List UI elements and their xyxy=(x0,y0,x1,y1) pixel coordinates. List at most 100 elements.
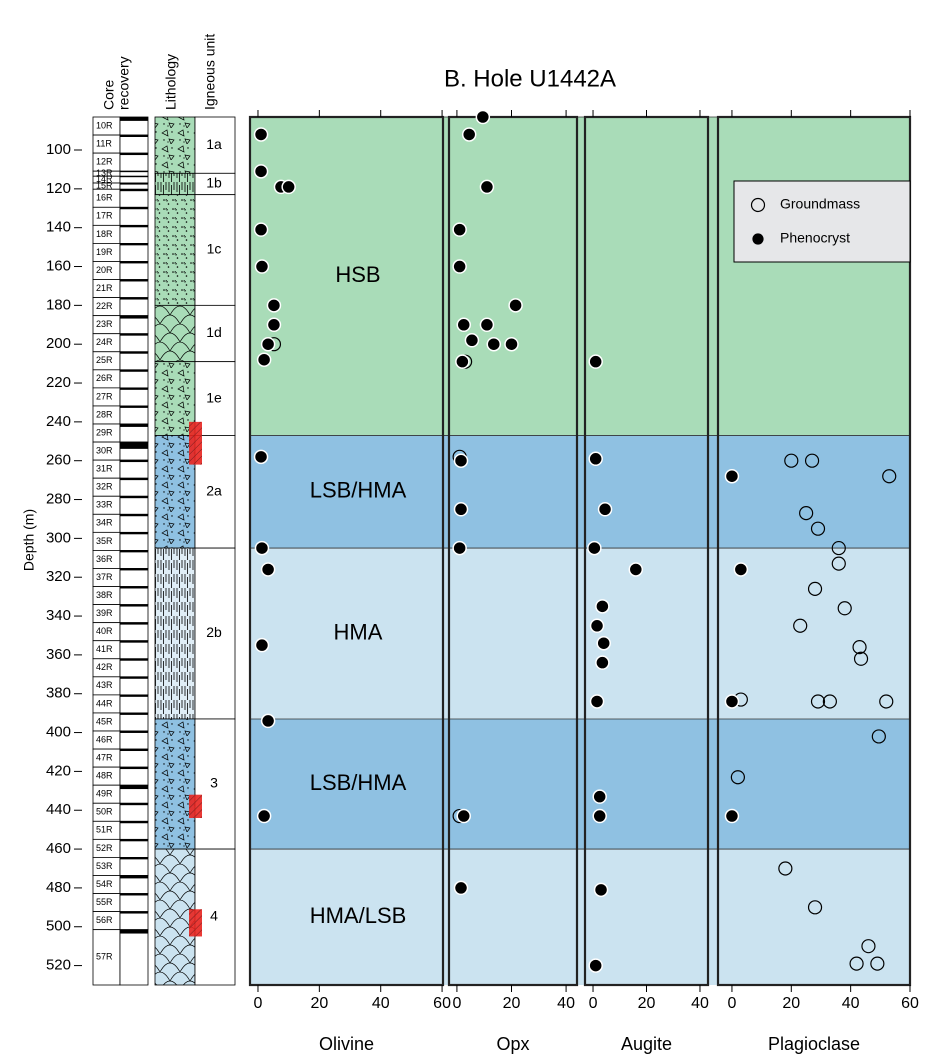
recovery-bar xyxy=(120,785,148,790)
phenocryst-point xyxy=(724,694,740,709)
recovery-bar xyxy=(120,153,148,156)
core-label: 56R xyxy=(96,915,113,925)
recovery-bar xyxy=(120,261,148,264)
recovery-box xyxy=(119,224,149,244)
core-label: 51R xyxy=(96,825,113,835)
recovery-box xyxy=(119,333,149,353)
unit-label: 2a xyxy=(206,482,222,498)
core-label: 53R xyxy=(96,861,113,871)
recovery-box xyxy=(119,495,149,515)
x-tick-label: 20 xyxy=(310,995,328,1012)
zone-band xyxy=(250,548,910,719)
groundmass-point xyxy=(849,956,864,971)
core-label: 48R xyxy=(96,771,113,781)
phenocryst-point xyxy=(266,317,282,333)
recovery-box xyxy=(119,857,149,876)
unit-box xyxy=(194,718,236,850)
recovery-bar xyxy=(120,514,148,517)
core-label: 11R xyxy=(96,138,112,148)
x-axis-label: Opx xyxy=(496,1034,529,1054)
groundmass-point xyxy=(882,469,897,484)
core-label: 13R xyxy=(96,168,113,178)
y-tick-label: 220 xyxy=(46,374,71,391)
recovery-box xyxy=(119,586,149,605)
x-tick-label: 40 xyxy=(557,995,575,1012)
core-label: 24R xyxy=(96,337,113,347)
lithology-pattern xyxy=(154,194,196,306)
recovery-box xyxy=(119,694,149,714)
column-header: Core xyxy=(101,79,117,110)
y-tick-label: 260 xyxy=(46,452,71,469)
recovery-box xyxy=(119,531,149,551)
zone-band xyxy=(250,117,910,436)
y-axis-label: Depth (m) xyxy=(21,509,37,571)
recovery-bar xyxy=(120,532,148,535)
x-axis-label: Augite xyxy=(621,1034,672,1054)
groundmass-point xyxy=(799,506,814,521)
y-tick-label: 360 xyxy=(46,646,71,663)
recovery-box xyxy=(119,730,149,750)
recovery-box xyxy=(119,279,149,298)
core-label: 38R xyxy=(96,590,113,600)
x-axis-label: Plagioclase xyxy=(768,1034,860,1054)
core-label: 41R xyxy=(96,644,113,654)
recovery-bar xyxy=(120,189,148,192)
recovery-bar xyxy=(120,225,148,228)
groundmass-point xyxy=(822,694,837,709)
x-tick-label: 0 xyxy=(727,995,736,1012)
recovery-bar xyxy=(120,117,148,121)
y-tick-label: 100 xyxy=(46,141,71,158)
recovery-box xyxy=(119,911,149,931)
unit-box xyxy=(194,116,236,174)
recovery-box xyxy=(119,387,149,407)
recovery-box xyxy=(119,622,149,642)
y-tick-label: 440 xyxy=(46,801,71,818)
phenocryst-point xyxy=(595,655,610,670)
phenocryst-point xyxy=(253,222,269,237)
recovery-bar xyxy=(120,460,148,463)
phenocryst-point xyxy=(733,562,749,577)
zone-band xyxy=(250,718,910,850)
core-label: 39R xyxy=(96,608,113,618)
phenocryst-point xyxy=(588,958,603,973)
recovery-box xyxy=(119,405,149,425)
core-label: 28R xyxy=(96,409,113,419)
unit-label: 2b xyxy=(206,624,222,640)
y-tick-label: 180 xyxy=(46,296,71,313)
y-tick-label: 320 xyxy=(46,568,71,585)
phenocryst-point xyxy=(486,336,502,352)
core-label: 34R xyxy=(96,518,113,528)
core-label: 40R xyxy=(96,626,113,636)
y-tick-label: 500 xyxy=(46,918,71,935)
panel-frame xyxy=(248,115,445,987)
core-label: 36R xyxy=(96,554,113,564)
phenocryst-point xyxy=(256,352,272,367)
recovery-box xyxy=(119,175,149,184)
unit-box xyxy=(194,547,236,720)
phenocryst-point xyxy=(253,164,269,179)
recovery-bar xyxy=(120,893,148,896)
lithology-pattern xyxy=(154,718,196,850)
recovery-bar xyxy=(120,658,148,661)
recovery-box xyxy=(119,658,149,678)
groundmass-point xyxy=(861,939,876,954)
phenocryst-point xyxy=(281,179,296,195)
recovery-box xyxy=(119,261,149,280)
recovery-box xyxy=(119,188,149,208)
recovery-bar xyxy=(120,839,148,842)
core-label: 50R xyxy=(96,807,113,817)
x-tick-label: 40 xyxy=(372,995,390,1012)
phenocryst-point xyxy=(260,336,276,352)
groundmass-point xyxy=(879,694,894,709)
recovery-bar xyxy=(120,424,148,427)
legend-box xyxy=(733,180,911,263)
recovery-bar xyxy=(120,640,148,643)
column-header: recovery xyxy=(116,56,132,110)
y-tick-label: 300 xyxy=(46,529,71,546)
zone-label: LSB/HMA xyxy=(310,478,407,503)
groundmass-point xyxy=(793,618,808,633)
core-label: 18R xyxy=(96,229,113,239)
groundmass-point xyxy=(837,601,852,616)
core-label: 52R xyxy=(96,843,113,853)
